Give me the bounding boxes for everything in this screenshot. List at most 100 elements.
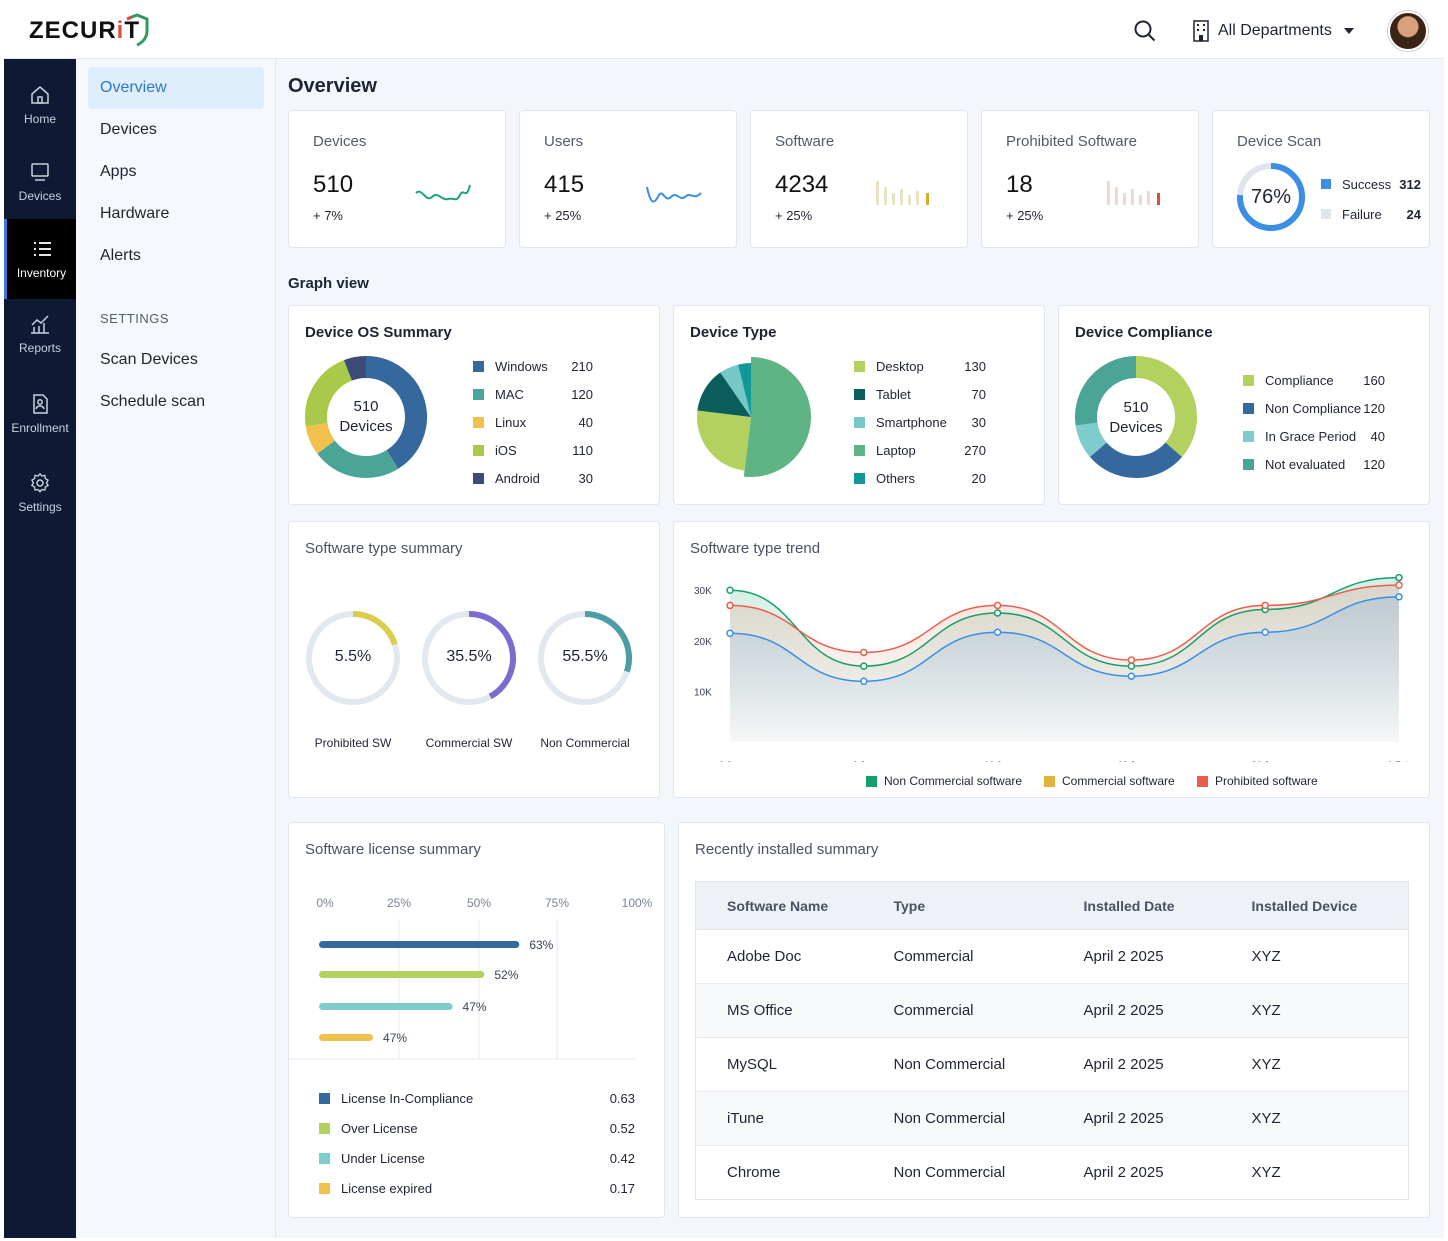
legend-item[interactable]: In Grace Period 40 (1243, 427, 1385, 445)
data-point[interactable] (1261, 628, 1269, 636)
pie-slice-laptop[interactable] (743, 357, 811, 477)
subnav-item-hardware[interactable]: Hardware (100, 205, 170, 222)
subnav-item-scan-devices[interactable]: Scan Devices (100, 351, 198, 368)
subnav-item-alerts[interactable]: Alerts (100, 247, 141, 264)
data-point[interactable] (860, 677, 868, 686)
legend-item[interactable]: License In-Compliance 0.63 (319, 1089, 635, 1107)
line-commercial-software[interactable] (729, 584, 1400, 661)
data-point[interactable] (726, 629, 734, 637)
subnav-item-overview[interactable]: Overview (88, 67, 264, 109)
column-header[interactable]: Installed Device (1251, 881, 1409, 930)
device-type-pie-chart[interactable] (688, 354, 814, 480)
legend-item[interactable]: Desktop 130 (854, 357, 986, 375)
brand-logo[interactable]: ZECURiT (29, 13, 149, 47)
search-icon[interactable] (1134, 20, 1156, 42)
rail-item-inventory[interactable]: Inventory (4, 219, 76, 299)
legend-item[interactable]: Smartphone 30 (854, 413, 986, 431)
table-row[interactable]: MS Office Commercial April 2 2025 XYZ (695, 983, 1409, 1038)
stat-value: 18 (1006, 171, 1033, 198)
table-row[interactable]: iTune Non Commercial April 2 2025 XYZ (695, 1091, 1409, 1146)
donut-segment-ios[interactable] (305, 360, 353, 427)
subnav-item-apps[interactable]: Apps (100, 163, 137, 180)
scan-percent: 76% (1250, 186, 1292, 208)
rail-item-settings[interactable]: Settings (4, 453, 76, 533)
legend-item[interactable]: Android 30 (473, 469, 593, 487)
data-point[interactable] (993, 609, 1002, 617)
donut-segment-compliance[interactable] (1135, 356, 1197, 457)
ring-commercial-sw[interactable] (421, 610, 517, 706)
pie-slice-tablet[interactable] (697, 372, 751, 417)
data-point[interactable] (726, 601, 734, 610)
legend-item[interactable]: Over License 0.52 (319, 1119, 635, 1137)
legend-item[interactable]: Laptop 270 (854, 441, 986, 459)
line-prohibited-software[interactable] (729, 596, 1400, 683)
data-point[interactable] (993, 601, 1002, 610)
legend-item[interactable]: MAC 120 (473, 385, 593, 403)
subnav-item-schedule-scan[interactable]: Schedule scan (100, 393, 205, 410)
legend-item[interactable]: Prohibited software (1197, 772, 1318, 790)
department-select[interactable]: All Departments (1192, 19, 1354, 43)
line-non-commercial-software[interactable] (729, 576, 1400, 667)
data-point[interactable] (1395, 593, 1403, 601)
data-point[interactable] (1261, 601, 1269, 610)
column-header[interactable]: Software Name (695, 881, 894, 930)
legend-item[interactable]: Windows 210 (473, 357, 593, 375)
donut-segment-not-evaluated[interactable] (1075, 356, 1137, 426)
rail-item-home[interactable]: Home (4, 65, 76, 145)
data-point[interactable] (1127, 672, 1136, 680)
avatar[interactable] (1388, 11, 1428, 51)
ring-non-commercial[interactable] (537, 610, 633, 706)
legend-item[interactable]: Commercial software (1044, 772, 1175, 790)
column-header[interactable]: Installed Date (1083, 881, 1252, 930)
legend-item[interactable]: Non Compliance 120 (1243, 399, 1385, 417)
stat-card-software[interactable]: Software 4234 + 25% (750, 110, 968, 248)
license-bar[interactable] (319, 971, 485, 978)
os-donut-chart[interactable] (303, 354, 429, 480)
pie-slice-others[interactable] (738, 363, 751, 417)
license-bar[interactable] (319, 1034, 374, 1041)
data-point[interactable] (726, 586, 734, 594)
stat-card-devices[interactable]: Devices 510 + 7% (288, 110, 506, 248)
rail-item-enrollment[interactable]: Enrollment (4, 374, 76, 454)
stat-card-device-scan[interactable]: Device Scan 76% Success 312 Failure 24 (1212, 110, 1430, 248)
legend-item[interactable]: Others 20 (854, 469, 986, 487)
trend-line-chart[interactable]: 30K 20K 10K 2 Jan 9 Jan 16 Jan 23 Jan 30 Jan 6 F… (674, 562, 1431, 762)
license-bar[interactable] (319, 941, 520, 948)
column-header[interactable]: Type (893, 881, 1084, 930)
legend-item[interactable]: Non Commercial software (866, 772, 1022, 790)
donut-segment-android[interactable] (343, 356, 367, 381)
legend-item[interactable]: Linux 40 (473, 413, 593, 431)
pie-slice-desktop[interactable] (697, 410, 751, 471)
rail-item-reports[interactable]: Reports (4, 294, 76, 374)
rail-item-devices[interactable]: Devices (4, 142, 76, 222)
legend-item[interactable]: Compliance 160 (1243, 371, 1385, 389)
legend-item[interactable]: iOS 110 (473, 441, 593, 459)
data-point[interactable] (1127, 656, 1136, 664)
data-point[interactable] (1127, 662, 1136, 670)
license-bar-chart[interactable]: 0% 25% 50% 75% 100% 63% 52% 47% 47% (289, 883, 666, 1063)
data-point[interactable] (1395, 581, 1403, 589)
table-row[interactable]: Adobe Doc Commercial April 2 2025 XYZ (695, 929, 1409, 984)
donut-segment-linux[interactable] (305, 422, 336, 454)
donut-segment-in-grace-period[interactable] (1075, 421, 1107, 457)
stat-card-users[interactable]: Users 415 + 25% (519, 110, 737, 248)
compliance-donut-chart[interactable] (1073, 354, 1199, 480)
ring-prohibited-sw[interactable] (305, 610, 401, 706)
data-point[interactable] (993, 628, 1002, 636)
donut-segment-windows[interactable] (365, 356, 427, 469)
subnav-item-devices[interactable]: Devices (100, 121, 157, 138)
donut-segment-mac[interactable] (317, 440, 399, 478)
table-row[interactable]: MySQL Non Commercial April 2 2025 XYZ (695, 1037, 1409, 1092)
pie-slice-smartphone[interactable] (720, 364, 751, 417)
legend-item[interactable]: Under License 0.42 (319, 1149, 635, 1167)
data-point[interactable] (860, 648, 868, 657)
license-bar[interactable] (319, 1003, 453, 1010)
table-row[interactable]: Chrome Non Commercial April 2 2025 XYZ (695, 1145, 1409, 1200)
stat-card-prohibited-software[interactable]: Prohibited Software 18 + 25% (981, 110, 1199, 248)
donut-segment-non-compliance[interactable] (1089, 442, 1183, 478)
data-point[interactable] (1395, 573, 1403, 582)
data-point[interactable] (860, 662, 868, 670)
legend-item[interactable]: Tablet 70 (854, 385, 986, 403)
legend-item[interactable]: Not evaluated 120 (1243, 455, 1385, 473)
legend-item[interactable]: License expired 0.17 (319, 1179, 635, 1197)
